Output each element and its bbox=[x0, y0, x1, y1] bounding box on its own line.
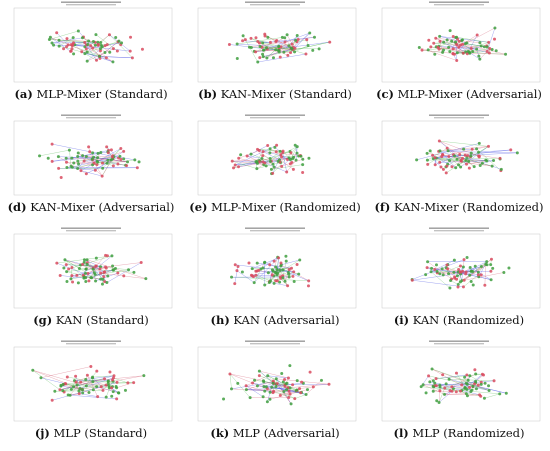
panel-j: (j) MLP (Standard) bbox=[0, 339, 182, 451]
latent-space-plot bbox=[6, 226, 176, 312]
panel-plot bbox=[374, 113, 544, 199]
panel-title: MLP-Mixer (Randomized) bbox=[211, 200, 361, 214]
panel-caption: (i) KAN (Randomized) bbox=[368, 313, 550, 327]
panel-plot bbox=[190, 0, 360, 86]
panel-caption: (h) KAN (Adversarial) bbox=[184, 313, 366, 327]
panel-plot bbox=[6, 0, 176, 86]
latent-space-plot bbox=[374, 0, 544, 86]
latent-space-plot bbox=[6, 339, 176, 425]
panel-k: (k) MLP (Adversarial) bbox=[184, 339, 366, 451]
panel-g: (g) KAN (Standard) bbox=[0, 226, 182, 338]
panel-l: (l) MLP (Randomized) bbox=[368, 339, 550, 451]
panel-title: KAN-Mixer (Randomized) bbox=[394, 200, 544, 214]
panel-caption: (c) MLP-Mixer (Adversarial) bbox=[368, 87, 550, 101]
panel-label: (f) bbox=[374, 200, 390, 214]
panel-e: (e) MLP-Mixer (Randomized) bbox=[184, 113, 366, 225]
panel-label: (g) bbox=[33, 313, 52, 327]
panel-caption: (b) KAN-Mixer (Standard) bbox=[184, 87, 366, 101]
panel-caption: (j) MLP (Standard) bbox=[0, 426, 182, 440]
latent-space-plot bbox=[190, 113, 360, 199]
panel-title: KAN-Mixer (Adversarial) bbox=[30, 200, 174, 214]
latent-space-plot bbox=[374, 339, 544, 425]
latent-space-plot bbox=[6, 0, 176, 86]
panel-label: (i) bbox=[394, 313, 409, 327]
panel-label: (b) bbox=[198, 87, 217, 101]
panel-caption: (k) MLP (Adversarial) bbox=[184, 426, 366, 440]
panel-title: MLP-Mixer (Adversarial) bbox=[398, 87, 542, 101]
panel-title: MLP (Randomized) bbox=[412, 426, 524, 440]
panel-label: (h) bbox=[211, 313, 230, 327]
panel-a: (a) MLP-Mixer (Standard) bbox=[0, 0, 182, 112]
panel-label: (e) bbox=[189, 200, 207, 214]
panel-title: MLP (Adversarial) bbox=[233, 426, 340, 440]
panel-title: MLP (Standard) bbox=[54, 426, 148, 440]
panel-label: (c) bbox=[376, 87, 394, 101]
panel-caption: (e) MLP-Mixer (Randomized) bbox=[184, 200, 366, 214]
panel-plot bbox=[374, 0, 544, 86]
latent-space-plot bbox=[190, 339, 360, 425]
panel-label: (l) bbox=[394, 426, 409, 440]
panel-label: (k) bbox=[210, 426, 229, 440]
panel-title: KAN (Randomized) bbox=[413, 313, 524, 327]
panel-b: (b) KAN-Mixer (Standard) bbox=[184, 0, 366, 112]
panel-f: (f) KAN-Mixer (Randomized) bbox=[368, 113, 550, 225]
latent-space-plot bbox=[374, 226, 544, 312]
panel-caption: (g) KAN (Standard) bbox=[0, 313, 182, 327]
panel-caption: (a) MLP-Mixer (Standard) bbox=[0, 87, 182, 101]
latent-space-plot bbox=[190, 226, 360, 312]
panel-plot bbox=[190, 339, 360, 425]
panel-c: (c) MLP-Mixer (Adversarial) bbox=[368, 0, 550, 112]
panel-plot bbox=[190, 113, 360, 199]
panel-plot bbox=[6, 339, 176, 425]
latent-space-plot bbox=[190, 0, 360, 86]
panel-title: KAN (Adversarial) bbox=[233, 313, 339, 327]
panel-plot bbox=[374, 339, 544, 425]
panel-plot bbox=[6, 113, 176, 199]
panel-label: (d) bbox=[8, 200, 27, 214]
panel-caption: (l) MLP (Randomized) bbox=[368, 426, 550, 440]
panel-d: (d) KAN-Mixer (Adversarial) bbox=[0, 113, 182, 225]
panel-plot bbox=[190, 226, 360, 312]
panel-h: (h) KAN (Adversarial) bbox=[184, 226, 366, 338]
panel-title: KAN-Mixer (Standard) bbox=[221, 87, 352, 101]
latent-space-plot bbox=[374, 113, 544, 199]
panel-label: (a) bbox=[14, 87, 32, 101]
panel-title: MLP-Mixer (Standard) bbox=[36, 87, 167, 101]
panel-plot bbox=[6, 226, 176, 312]
panel-plot bbox=[374, 226, 544, 312]
panel-caption: (d) KAN-Mixer (Adversarial) bbox=[0, 200, 182, 214]
panel-caption: (f) KAN-Mixer (Randomized) bbox=[368, 200, 550, 214]
panel-label: (j) bbox=[35, 426, 50, 440]
panel-title: KAN (Standard) bbox=[56, 313, 149, 327]
latent-space-plot bbox=[6, 113, 176, 199]
panel-i: (i) KAN (Randomized) bbox=[368, 226, 550, 338]
